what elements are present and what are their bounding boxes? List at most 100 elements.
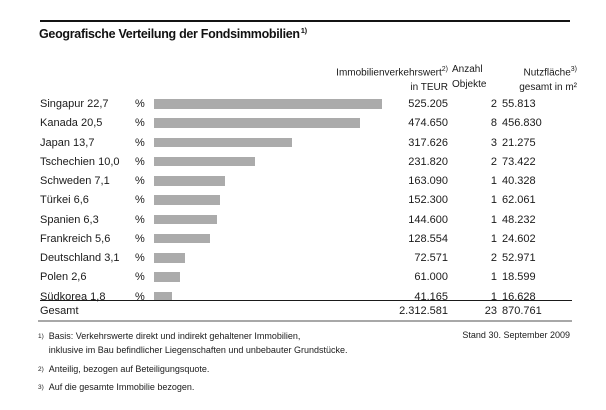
country-label: Frankreich 5,6 [40,232,111,245]
table-row: Kanada 20,5 % 474.650 8 456.830 [0,117,606,136]
column-header-value: Immobilienverkehrswert2) in TEUR [280,63,448,96]
value-teur: 144.600 [408,213,448,226]
country-label: Japan 13,7 [40,136,95,149]
table-row: Singapur 22,7 % 525.205 2 55.813 [0,98,606,117]
value-teur: 525.205 [408,98,448,110]
object-count: 1 [490,232,497,245]
area-m2: 16.628 [502,290,536,303]
footnote-2-marker: 2) [38,366,44,373]
table-row: Spanien 6,3 % 144.600 1 48.232 [0,214,606,233]
value-teur: 41.165 [414,290,448,303]
footnote-3-marker: 3) [38,384,44,391]
area-m2: 40.328 [502,175,536,188]
object-count: 1 [490,290,497,303]
total-area-m2: 870.761 [502,304,542,317]
country-label: Deutschland 3,1 [40,252,120,265]
percent-sign: % [135,232,145,245]
total-value-teur: 2.312.581 [399,304,448,317]
footnote-1: 1) Basis: Verkehrswerte direkt und indire… [38,330,347,358]
value-teur: 231.820 [408,155,448,168]
value-teur: 61.000 [414,271,448,284]
column-header-area-line2: gesamt in m² [519,82,577,94]
top-rule [40,20,570,22]
country-label: Südkorea 1,8 [40,290,106,303]
footnote-2: 2) Anteilig, bezogen auf Beteiligungsquot… [38,363,209,377]
table-row: Japan 13,7 % 317.626 3 21.275 [0,137,606,156]
object-count: 1 [490,194,497,207]
percent-sign: % [135,136,145,149]
bar [154,233,211,244]
country-label: Spanien 6,3 [40,213,99,226]
column-header-count: Anzahl Objekte [452,63,498,93]
country-label: Türkei 6,6 [40,194,89,207]
object-count: 2 [490,155,497,168]
area-m2: 55.813 [502,98,536,110]
country-label: Kanada 20,5 [40,117,103,130]
footnote-1-marker: 1) [38,333,44,340]
table-row: Türkei 6,6 % 152.300 1 62.061 [0,194,606,213]
percent-sign: % [135,155,145,168]
bar [154,272,181,282]
object-count: 8 [490,117,497,130]
total-rule-bottom [38,319,572,322]
page-title: Geografische Verteilung der Fondsimmobil… [39,26,307,41]
country-label: Singapur 22,7 [40,98,109,110]
footnote-1-line2: inklusive im Bau befindlicher Liegenscha… [48,344,348,355]
bar [154,214,218,225]
value-teur: 152.300 [408,194,448,207]
footnote-2-line1: Anteilig, bezogen auf Beteiligungsquote. [48,364,210,374]
object-count: 2 [490,252,497,265]
bar [154,253,186,263]
bar [154,291,173,302]
total-label: Gesamt [40,304,79,317]
area-m2: 24.602 [502,232,536,245]
percent-sign: % [135,271,145,284]
value-teur: 128.554 [408,232,448,245]
total-object-count: 23 [484,304,497,317]
column-header-count-line2: Objekte [452,78,487,90]
percent-sign: % [135,213,145,226]
bar [154,195,221,205]
column-header-area: Nutzfläche3) gesamt in m² [455,63,577,96]
report-date: Stand 30. September 2009 [462,330,570,340]
country-label: Tschechien 10,0 [40,155,120,168]
bar [154,176,226,186]
column-header-value-line2: in TEUR [410,82,448,94]
value-footnote-marker: 2) [441,66,448,73]
bar [154,156,255,167]
bar [154,99,383,109]
country-label: Schweden 7,1 [40,175,110,188]
table-row: Frankreich 5,6 % 128.554 1 24.602 [0,233,606,252]
object-count: 1 [490,175,497,188]
table-row: Polen 2,6 % 61.000 1 18.599 [0,271,606,290]
value-teur: 474.650 [408,117,448,130]
bar [154,137,292,148]
country-label: Polen 2,6 [40,271,87,284]
total-rule-top [40,299,572,301]
area-m2: 456.830 [502,117,542,130]
percent-sign: % [135,194,145,207]
page-title-text: Geografische Verteilung der Fondsimmobil… [39,27,300,42]
percent-sign: % [135,252,145,265]
value-teur: 317.626 [408,136,448,149]
area-m2: 52.971 [502,252,536,265]
bar [154,118,360,128]
area-m2: 62.061 [502,194,536,207]
title-footnote-marker: 1) [300,26,307,35]
total-row: Gesamt 2.312.581 23 870.761 [0,305,606,321]
value-teur: 163.090 [408,175,448,188]
object-count: 2 [490,98,497,110]
table-row: Tschechien 10,0 % 231.820 2 73.422 [0,156,606,175]
percent-sign: % [135,98,145,110]
column-header-value-line1: Immobilienverkehrswert [336,67,442,79]
footnote-3-line1: Auf die gesamte Immobilie bezogen. [48,382,195,392]
object-count: 3 [490,136,497,149]
object-count: 1 [490,213,497,226]
area-m2: 48.232 [502,213,536,226]
footnote-3: 3) Auf die gesamte Immobilie bezogen. [38,381,194,395]
table-row: Schweden 7,1 % 163.090 1 40.328 [0,175,606,194]
object-count: 1 [490,271,497,284]
percent-sign: % [135,290,145,303]
table-row: Deutschland 3,1 % 72.571 2 52.971 [0,252,606,271]
